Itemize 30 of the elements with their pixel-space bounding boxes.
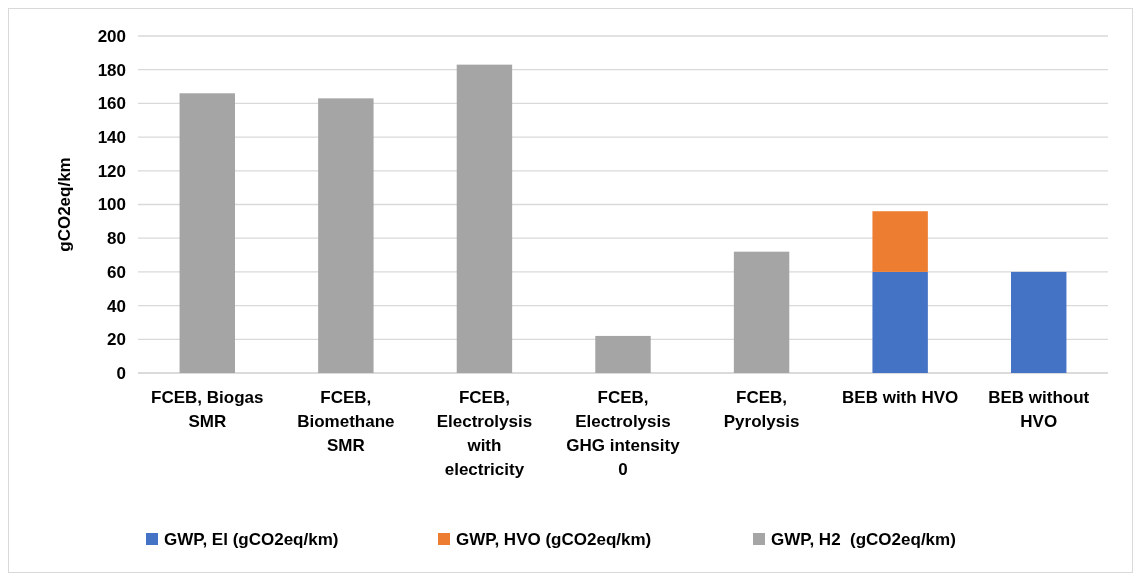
bar (872, 271, 928, 373)
bar (1011, 271, 1067, 373)
y-tick-label: 160 (97, 94, 126, 114)
bar (318, 98, 374, 373)
legend-label: GWP, H2 (gCO2eq/km) (771, 529, 956, 549)
bar (872, 211, 928, 272)
y-tick-label: 200 (97, 26, 126, 46)
x-tick-label: FCEB, Biogas SMR (151, 388, 264, 431)
y-tick-label: 40 (107, 296, 126, 316)
bar (595, 335, 651, 373)
y-tick-label: 100 (97, 195, 126, 215)
x-tick-label: FCEB, Pyrolysis (723, 388, 800, 431)
x-tick-label: BEB without HVO (988, 388, 1090, 431)
y-tick-label: 0 (116, 363, 126, 383)
bar (733, 251, 790, 373)
x-tick-label: FCEB, Electrolysis GHG intensity 0 (566, 388, 681, 479)
y-tick-label: 120 (97, 161, 126, 181)
y-tick-label: 20 (107, 330, 126, 350)
y-axis-title: gCO2eq/km (55, 157, 74, 252)
y-tick-label: 60 (107, 262, 126, 282)
legend-label: GWP, HVO (gCO2eq/km) (456, 529, 652, 549)
bar (179, 93, 235, 373)
x-tick-label: BEB with HVO (842, 388, 959, 407)
y-tick-label: 80 (107, 229, 126, 249)
x-tick-label: FCEB, Biomethane SMR (297, 388, 395, 455)
bar (456, 64, 513, 373)
y-tick-label: 180 (97, 60, 126, 80)
y-tick-label: 140 (97, 128, 126, 148)
x-tick-label: FCEB, Electrolysis with electricity (436, 388, 533, 479)
legend-label: GWP, El (gCO2eq/km) (164, 529, 339, 549)
